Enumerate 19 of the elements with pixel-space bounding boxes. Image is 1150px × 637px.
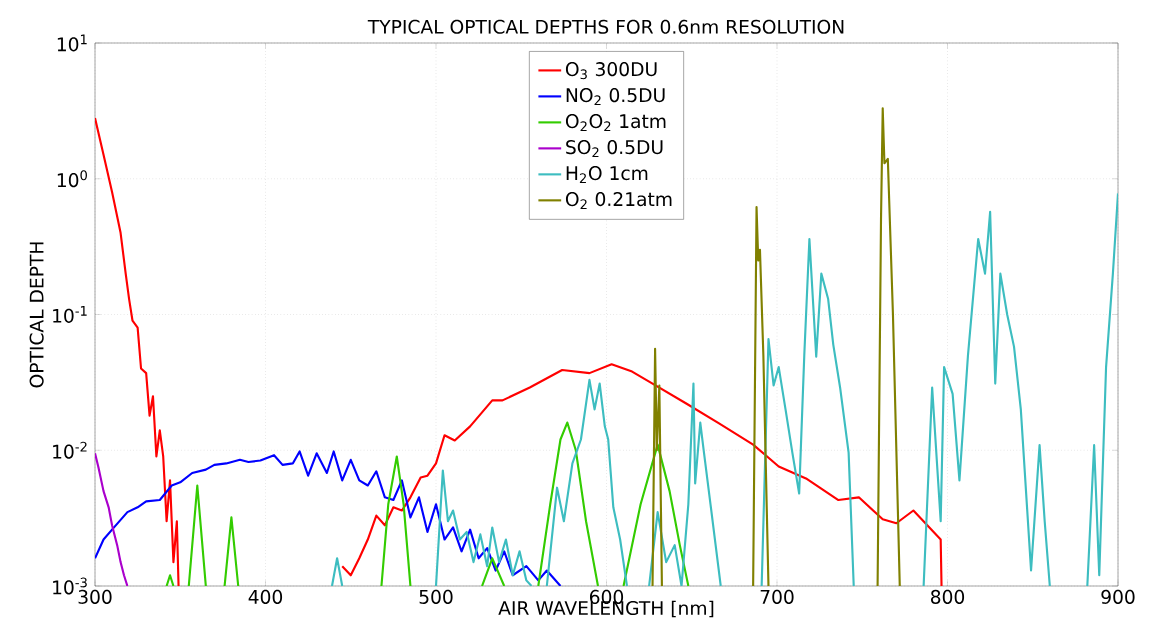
y-axis-title: OPTICAL DEPTH xyxy=(29,242,44,388)
y-tick-label: 10$^{0}$ xyxy=(57,170,87,188)
line-series xyxy=(95,452,129,587)
x-tick-label: 800 xyxy=(930,589,965,604)
legend-label: O$_{2}$O$_{2}$ 1atm xyxy=(565,114,666,132)
y-tick-label: 10$^{1}$ xyxy=(57,34,87,52)
x-tick-label: 900 xyxy=(1101,589,1135,604)
line-series xyxy=(95,450,562,587)
y-tick-label: 10$^{-2}$ xyxy=(53,441,87,459)
x-tick-label: 700 xyxy=(760,589,794,604)
legend-label: SO$_{2}$ 0.5DU xyxy=(566,140,663,157)
x-tick-label: 400 xyxy=(248,589,283,604)
chart-title: TYPICAL OPTICAL DEPTHS FOR 0.6nm RESOLUTION xyxy=(367,19,844,34)
y-tick-label: 10$^{-1}$ xyxy=(53,306,87,323)
legend-label: O$_{2}$ 0.21atm xyxy=(565,192,672,209)
legend-label: NO$_{2}$ 0.5DU xyxy=(566,88,665,106)
legend-label: O$_{3}$ 300DU xyxy=(565,62,657,80)
legend-label: H$_{2}$O 1cm xyxy=(566,166,648,183)
x-tick-label: 500 xyxy=(419,589,453,604)
